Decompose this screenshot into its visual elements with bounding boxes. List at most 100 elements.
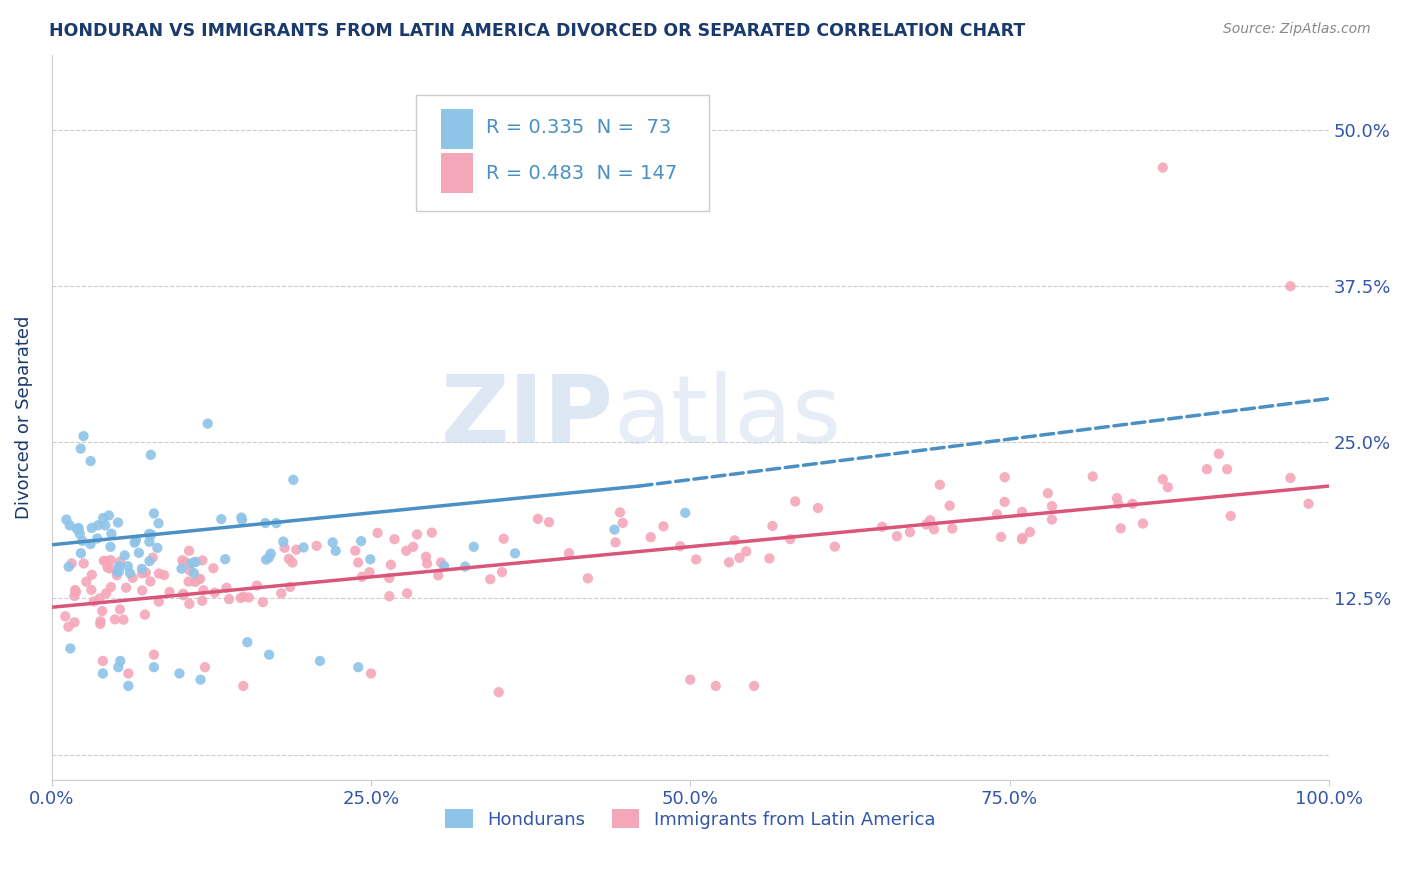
Point <box>384 533 406 547</box>
Point <box>231 513 253 527</box>
Point <box>179 597 201 611</box>
Point <box>1036 486 1059 500</box>
Point <box>378 589 401 603</box>
Point <box>98 561 121 575</box>
Point <box>183 555 205 569</box>
Point <box>938 499 960 513</box>
Point <box>67 522 90 536</box>
Point <box>79 454 101 468</box>
Point <box>1011 531 1033 545</box>
Point <box>146 541 169 555</box>
Point <box>184 574 207 589</box>
Point <box>609 505 631 519</box>
Point <box>283 473 305 487</box>
Point <box>96 560 118 574</box>
Point <box>100 540 122 554</box>
Point <box>254 516 277 530</box>
Text: Source: ZipAtlas.com: Source: ZipAtlas.com <box>1223 22 1371 37</box>
Point <box>191 553 214 567</box>
Point <box>114 549 136 563</box>
Point <box>1157 480 1180 494</box>
FancyBboxPatch shape <box>441 110 474 149</box>
Point <box>112 613 135 627</box>
Point <box>72 533 94 548</box>
Point <box>63 583 86 598</box>
Point <box>141 527 163 541</box>
FancyBboxPatch shape <box>441 153 474 193</box>
Point <box>232 590 254 604</box>
Point <box>184 555 207 569</box>
Text: HONDURAN VS IMMIGRANTS FROM LATIN AMERICA DIVORCED OR SEPARATED CORRELATION CHAR: HONDURAN VS IMMIGRANTS FROM LATIN AMERIC… <box>49 22 1025 40</box>
Point <box>350 570 373 584</box>
Point <box>190 673 212 687</box>
Point <box>1011 505 1033 519</box>
Point <box>110 555 132 569</box>
Point <box>1152 161 1174 175</box>
Point <box>94 518 117 533</box>
Point <box>229 591 252 605</box>
Point <box>236 635 259 649</box>
Point <box>430 556 453 570</box>
Point <box>640 530 662 544</box>
Point <box>673 506 696 520</box>
Point <box>172 553 194 567</box>
Point <box>685 552 707 566</box>
Point <box>125 533 148 547</box>
Point <box>1011 533 1033 547</box>
Point <box>1298 497 1320 511</box>
Point <box>1219 508 1241 523</box>
Point <box>194 660 217 674</box>
Point <box>1019 524 1042 539</box>
Point <box>142 648 165 662</box>
Point <box>922 522 945 536</box>
Point <box>63 589 86 603</box>
Y-axis label: Divorced or Separated: Divorced or Separated <box>15 316 32 519</box>
Point <box>537 515 560 529</box>
Point <box>75 574 97 589</box>
Point <box>107 660 129 674</box>
Point <box>347 556 370 570</box>
Point <box>91 511 114 525</box>
Point <box>142 550 165 565</box>
Point <box>396 586 419 600</box>
Point <box>63 615 86 630</box>
Point <box>100 553 122 567</box>
Point <box>420 525 443 540</box>
Point <box>183 566 205 580</box>
Point <box>359 566 381 580</box>
Point <box>718 555 741 569</box>
Point <box>177 574 200 589</box>
Point <box>325 543 347 558</box>
Point <box>91 654 114 668</box>
Point <box>1279 471 1302 485</box>
Point <box>367 525 389 540</box>
Point <box>479 572 502 586</box>
Point <box>886 529 908 543</box>
Point <box>115 581 138 595</box>
Point <box>416 557 439 571</box>
Point <box>1195 462 1218 476</box>
Point <box>402 540 425 554</box>
Point <box>67 521 90 535</box>
FancyBboxPatch shape <box>416 95 710 211</box>
Point <box>252 595 274 609</box>
Point <box>231 510 253 524</box>
Point <box>59 641 82 656</box>
Point <box>91 666 114 681</box>
Point <box>990 530 1012 544</box>
Point <box>270 586 292 600</box>
Point <box>131 566 153 581</box>
Point <box>347 660 370 674</box>
Point <box>273 534 295 549</box>
Point <box>941 521 963 535</box>
Point <box>70 546 93 560</box>
Point <box>232 679 254 693</box>
Point <box>254 552 277 566</box>
Point <box>209 512 232 526</box>
Point <box>779 532 801 546</box>
Legend: Hondurans, Immigrants from Latin America: Hondurans, Immigrants from Latin America <box>439 802 942 836</box>
Point <box>603 523 626 537</box>
Point <box>170 562 193 576</box>
Point <box>360 666 382 681</box>
Point <box>91 604 114 618</box>
